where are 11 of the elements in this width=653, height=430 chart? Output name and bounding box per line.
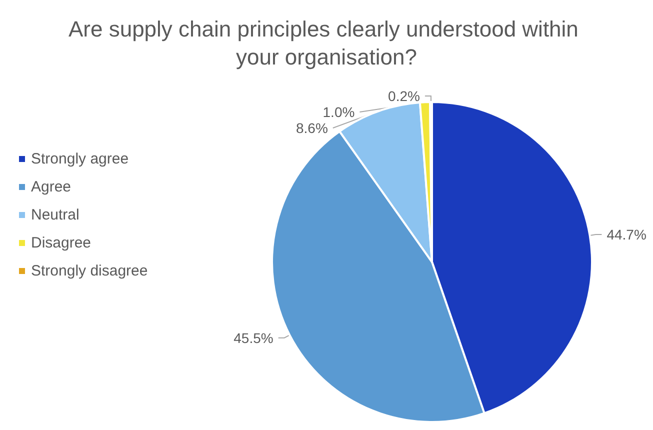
data-label: 45.5% xyxy=(234,330,274,346)
legend-label: Disagree xyxy=(31,234,92,252)
legend-label: Agree xyxy=(31,178,72,196)
data-label: 44.7% xyxy=(606,226,646,242)
chart-title: Are supply chain principles clearly understood within your organisation? xyxy=(68,16,585,70)
legend-label: Strongly disagree xyxy=(31,262,148,280)
legend-label: Neutral xyxy=(31,206,80,224)
data-label: 8.6% xyxy=(296,120,328,136)
legend-label: Strongly agree xyxy=(31,150,129,168)
data-label: 1.0% xyxy=(322,104,355,120)
data-label: 0.2% xyxy=(388,88,420,104)
